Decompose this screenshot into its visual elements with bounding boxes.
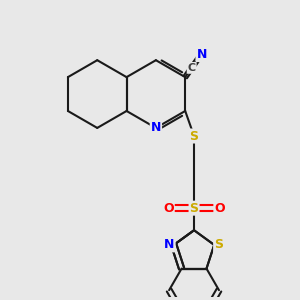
Text: O: O — [163, 202, 174, 215]
Text: S: S — [190, 202, 199, 215]
Text: N: N — [196, 48, 207, 61]
Text: N: N — [151, 122, 161, 134]
Text: O: O — [214, 202, 225, 215]
Text: S: S — [190, 130, 199, 142]
Text: S: S — [214, 238, 223, 251]
Text: N: N — [164, 238, 175, 251]
Text: C: C — [188, 63, 196, 73]
